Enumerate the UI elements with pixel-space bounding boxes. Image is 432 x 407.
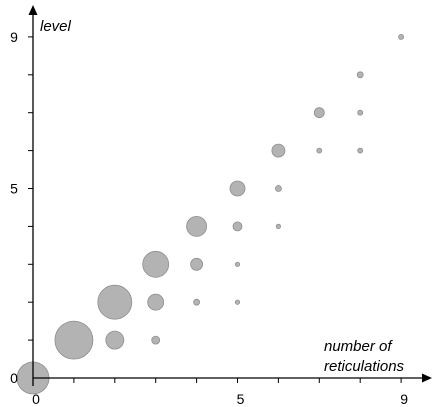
tick-label-layer: 0 5 9 0 5 9 <box>10 29 408 407</box>
y-tick-label: 0 <box>10 370 18 386</box>
bubble-point <box>54 320 94 360</box>
tick-layer <box>28 36 402 383</box>
bubble-point <box>190 257 204 271</box>
bubble-point <box>193 298 201 306</box>
bubble-point <box>151 335 161 345</box>
bubble-point <box>234 299 241 305</box>
bubble-point <box>229 180 246 197</box>
bubble-point <box>105 330 125 350</box>
y-tick-label: 5 <box>10 181 18 197</box>
x-axis-label-line-2: reticulations <box>324 358 405 375</box>
bubble-layer <box>16 34 405 395</box>
y-axis-arrow <box>28 5 38 15</box>
bubble-point <box>271 143 286 158</box>
bubble-point <box>142 250 170 278</box>
bubble-point <box>398 34 405 40</box>
x-tick-label: 9 <box>400 391 408 407</box>
bubble-point <box>186 215 208 237</box>
bubble-point <box>356 71 364 79</box>
bubble-point <box>275 223 281 229</box>
bubble-point <box>357 147 364 154</box>
bubble-point <box>313 107 325 119</box>
x-tick-label: 5 <box>237 391 245 407</box>
bubble-point <box>316 147 323 154</box>
x-tick-label: 0 <box>32 391 40 407</box>
bubble-point <box>234 261 241 267</box>
y-axis-label: level <box>40 18 72 35</box>
x-axis-arrow <box>422 373 432 383</box>
bubble-point <box>274 185 282 192</box>
bubble-point <box>147 293 165 311</box>
y-tick-label: 9 <box>10 29 18 45</box>
bubble-point <box>232 221 243 232</box>
bubble-point <box>357 109 364 116</box>
x-axis-label-line-1: number of <box>324 338 393 355</box>
bubble-point <box>97 284 133 320</box>
